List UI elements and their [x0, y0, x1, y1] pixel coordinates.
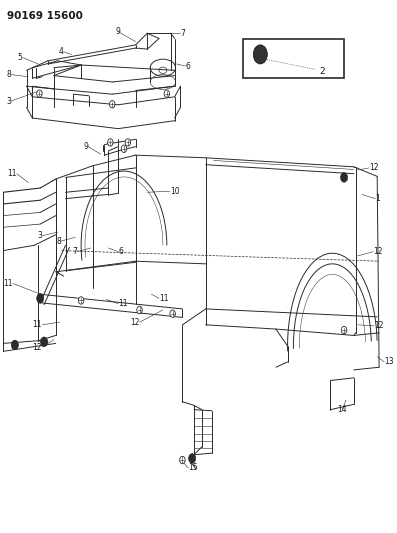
Text: 3: 3 — [6, 96, 11, 106]
Text: 11: 11 — [7, 169, 17, 178]
Text: 11: 11 — [159, 294, 168, 303]
Circle shape — [164, 90, 170, 98]
Text: 12: 12 — [130, 318, 139, 327]
Text: 12: 12 — [33, 343, 42, 352]
Text: 11: 11 — [118, 299, 127, 308]
Circle shape — [180, 456, 185, 464]
Text: 14: 14 — [337, 405, 347, 414]
Text: 12: 12 — [374, 321, 384, 330]
Text: 3: 3 — [37, 231, 42, 240]
Text: 9: 9 — [116, 27, 121, 36]
Text: 10: 10 — [170, 187, 179, 196]
Text: 11: 11 — [33, 320, 42, 329]
Text: 6: 6 — [185, 62, 191, 70]
Circle shape — [37, 294, 44, 303]
Circle shape — [108, 139, 113, 146]
Text: 12: 12 — [369, 164, 379, 172]
Text: 7: 7 — [181, 29, 185, 38]
Text: 13: 13 — [384, 358, 394, 367]
Circle shape — [125, 139, 131, 146]
Circle shape — [78, 297, 84, 304]
Circle shape — [189, 454, 196, 463]
Circle shape — [137, 306, 142, 314]
Circle shape — [341, 173, 347, 182]
Text: 90169 15600: 90169 15600 — [7, 11, 83, 21]
Text: 8: 8 — [56, 237, 61, 246]
Circle shape — [110, 101, 115, 108]
Text: 1: 1 — [375, 194, 380, 203]
Text: 4: 4 — [59, 47, 64, 56]
Text: 15: 15 — [188, 464, 198, 472]
Text: 6: 6 — [118, 247, 123, 256]
Text: 11: 11 — [4, 279, 13, 288]
Text: 9: 9 — [83, 142, 88, 151]
Circle shape — [170, 310, 175, 317]
Text: 2: 2 — [319, 67, 325, 76]
Circle shape — [37, 90, 42, 98]
Text: 7: 7 — [72, 247, 77, 256]
Circle shape — [341, 326, 347, 334]
Circle shape — [253, 45, 267, 64]
Text: 5: 5 — [18, 53, 23, 62]
Text: 8: 8 — [6, 70, 11, 79]
Circle shape — [12, 340, 18, 350]
Text: 12: 12 — [373, 247, 383, 256]
Bar — [243, 38, 344, 78]
Circle shape — [121, 145, 127, 152]
Circle shape — [40, 337, 48, 346]
